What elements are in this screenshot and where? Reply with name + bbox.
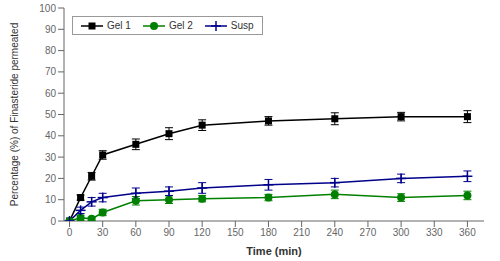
svg-text:180: 180	[260, 227, 277, 238]
svg-text:210: 210	[293, 227, 310, 238]
svg-text:30: 30	[97, 227, 109, 238]
svg-text:330: 330	[426, 227, 443, 238]
svg-text:90: 90	[163, 227, 175, 238]
svg-text:80: 80	[45, 45, 57, 56]
svg-text:0: 0	[50, 216, 56, 227]
svg-text:240: 240	[326, 227, 343, 238]
svg-text:360: 360	[459, 227, 476, 238]
html-text:Gel 2: Gel 2	[168, 20, 193, 31]
svg-text:30: 30	[45, 152, 57, 163]
svg-text:150: 150	[227, 227, 244, 238]
svg-text:Percentage (%) of Finasteride: Percentage (%) of Finasteride permeated	[9, 23, 20, 206]
svg-text:40: 40	[45, 130, 57, 141]
svg-text:300: 300	[393, 227, 410, 238]
svg-text:70: 70	[45, 66, 57, 77]
svg-text:90: 90	[45, 24, 57, 35]
svg-text:50: 50	[45, 109, 57, 120]
html-text:Gel 1: Gel 1	[107, 20, 131, 31]
svg-text:0: 0	[67, 227, 73, 238]
svg-text:60: 60	[45, 88, 57, 99]
svg-text:100: 100	[39, 3, 56, 14]
svg-text:270: 270	[360, 227, 377, 238]
svg-text:20: 20	[45, 173, 57, 184]
svg-text:60: 60	[130, 227, 142, 238]
svg-text:10: 10	[45, 194, 57, 205]
svg-text:120: 120	[194, 227, 211, 238]
svg-text:Time (min): Time (min)	[246, 245, 302, 257]
html-text:Susp: Susp	[230, 20, 254, 31]
